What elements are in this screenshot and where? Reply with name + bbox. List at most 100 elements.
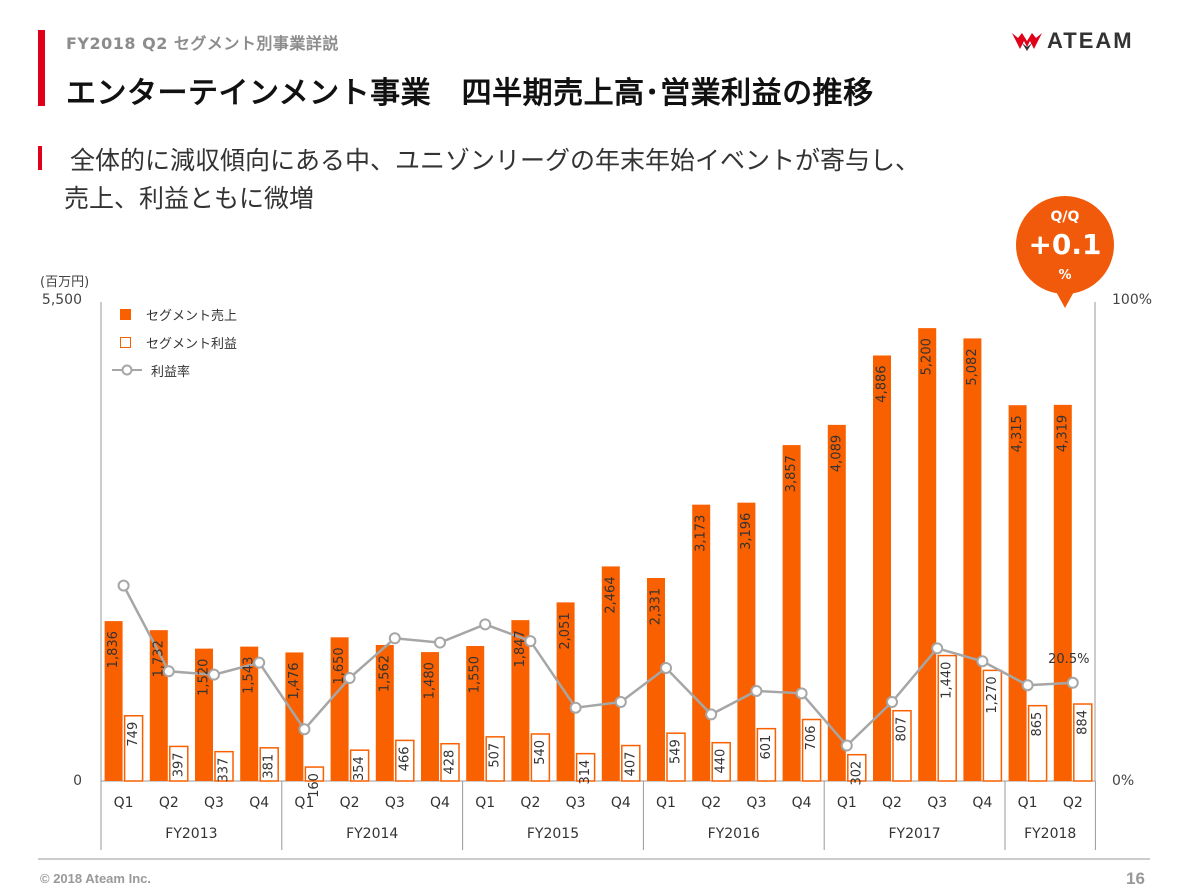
sales-bar — [827, 424, 846, 781]
margin-point — [253, 656, 266, 669]
y-right-tick-max: 100% — [1112, 292, 1153, 308]
profit-data-label: 749 — [126, 722, 141, 747]
sales-data-label: 5,082 — [965, 348, 980, 385]
profit-data-label: 601 — [759, 735, 774, 760]
profit-data-label: 428 — [443, 750, 458, 775]
sales-bar — [737, 502, 756, 781]
badge-unit: % — [1058, 268, 1072, 283]
sales-bar — [149, 630, 168, 781]
x-tick-label: Q4 — [972, 795, 992, 811]
profit-data-label: 314 — [578, 760, 593, 785]
sales-data-label: 1,550 — [468, 656, 483, 693]
profit-bar — [756, 727, 777, 782]
sales-data-label: 1,520 — [197, 659, 212, 696]
profit-data-label: 381 — [262, 754, 277, 779]
sales-data-label: 4,319 — [1055, 415, 1070, 452]
profit-data-label: 865 — [1030, 712, 1045, 737]
profit-bar — [801, 718, 822, 782]
profit-data-label: 507 — [488, 743, 503, 768]
badge-label: Q/Q — [1050, 209, 1080, 225]
profit-bar — [847, 753, 867, 782]
profit-data-label: 706 — [804, 726, 819, 751]
sales-bar — [1053, 404, 1072, 781]
profit-bar — [440, 742, 460, 782]
profit-bar — [621, 744, 641, 782]
x-tick-label: Q4 — [611, 795, 631, 811]
sales-data-label: 5,200 — [920, 338, 935, 375]
y-left-tick-zero: 0 — [73, 773, 82, 789]
sales-bar — [195, 648, 213, 781]
profit-bar — [485, 736, 505, 782]
sales-data-label: 3,196 — [739, 513, 754, 550]
section-subhead: FY2018 Q2 セグメント別事業詳説 — [66, 34, 339, 53]
sales-bar — [782, 445, 801, 781]
sales-data-label: 1,732 — [151, 640, 166, 677]
margin-point — [1066, 676, 1079, 689]
footer-divider — [38, 858, 1150, 860]
sales-bar — [692, 504, 711, 781]
legend-swatch-sales — [120, 308, 131, 320]
margin-point — [886, 695, 898, 708]
group-label: FY2017 — [888, 826, 940, 842]
legend-label-sales: セグメント売上 — [146, 308, 238, 324]
x-tick-label: Q1 — [656, 795, 676, 811]
profit-data-label: 397 — [171, 752, 186, 777]
x-tick-label: Q3 — [746, 795, 766, 811]
sales-data-label: 2,051 — [558, 612, 573, 649]
profit-bar — [395, 739, 415, 782]
profit-data-label: 354 — [352, 756, 367, 781]
profit-data-label: 440 — [714, 749, 729, 774]
margin-point — [388, 632, 401, 645]
profit-data-label: 884 — [1075, 710, 1090, 735]
x-tick-label: Q3 — [204, 795, 224, 811]
margin-line — [122, 585, 1073, 748]
x-tick-label: Q2 — [1063, 795, 1083, 811]
sales-data-label: 1,543 — [242, 657, 257, 694]
profit-data-label: 807 — [895, 717, 910, 742]
sales-data-label: 1,562 — [377, 655, 392, 692]
legend-item-sales: セグメント売上 — [120, 300, 237, 328]
x-tick-label: Q1 — [475, 795, 495, 811]
sales-data-label: 1,836 — [106, 631, 121, 668]
margin-point — [795, 687, 808, 700]
margin-annotation: 20.5% — [1048, 652, 1089, 667]
sales-data-label: 1,847 — [513, 630, 528, 667]
lead-accent-bar — [38, 146, 42, 170]
margin-point — [614, 695, 627, 708]
sales-bar — [647, 577, 665, 781]
x-tick-label: Q2 — [340, 795, 360, 811]
profit-bar — [711, 741, 731, 782]
group-label: FY2014 — [346, 826, 398, 842]
chart-legend: セグメント売上 セグメント利益 利益率 — [112, 300, 237, 384]
page-title: エンターテインメント事業 四半期売上高･営業利益の推移 — [66, 76, 874, 111]
lead-message: 全体的に減収傾向にある中、ユニゾンリーグの年末年始イベントが寄与し、 売上、利益… — [64, 142, 920, 218]
sales-bar — [421, 652, 439, 781]
x-tick-label: Q2 — [701, 795, 721, 811]
profit-bar — [169, 745, 189, 782]
x-tick-label: Q1 — [1018, 795, 1038, 811]
sales-bar — [601, 566, 620, 781]
profit-data-label: 1,270 — [985, 676, 1000, 713]
margin-point — [1021, 679, 1034, 692]
group-label: FY2013 — [165, 826, 217, 842]
legend-item-profit: セグメント利益 — [120, 328, 237, 356]
sales-bar — [918, 328, 937, 781]
profit-bar — [666, 732, 686, 782]
margin-point — [162, 665, 175, 678]
x-tick-label: Q2 — [159, 795, 179, 811]
sales-data-label: 1,480 — [423, 662, 438, 699]
profit-bar — [937, 654, 957, 782]
margin-point — [343, 672, 356, 685]
legend-swatch-margin — [112, 364, 142, 376]
lead-line-2: 売上、利益ともに微増 — [64, 184, 315, 213]
sales-data-label: 2,464 — [603, 576, 618, 613]
qoq-badge: Q/Q +0.1 % — [1016, 196, 1114, 294]
sales-data-label: 3,173 — [694, 515, 709, 552]
unit-label: (百万円) — [40, 275, 90, 290]
profit-bar — [982, 669, 1003, 782]
profit-data-label: 407 — [623, 752, 638, 777]
profit-bar — [304, 766, 325, 782]
margin-point — [524, 635, 537, 648]
x-tick-label: Q1 — [114, 795, 134, 811]
